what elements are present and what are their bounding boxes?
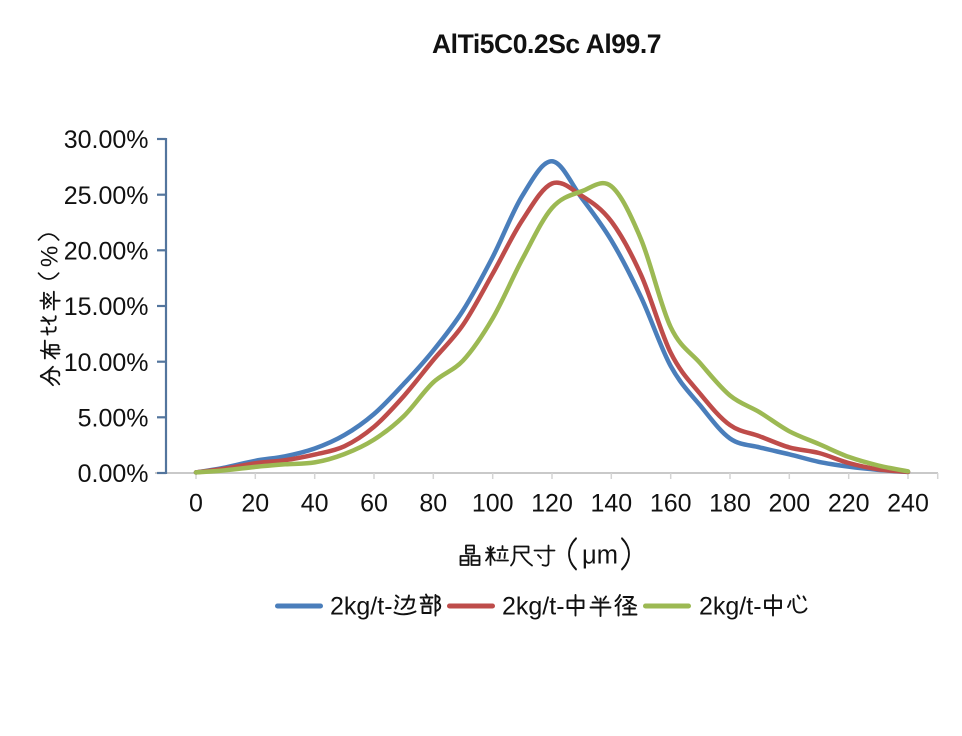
svg-text:20: 20	[241, 490, 269, 518]
svg-text:160: 160	[650, 490, 692, 518]
svg-text:5.00%: 5.00%	[78, 404, 149, 432]
svg-text:%: %	[37, 246, 64, 267]
svg-text:0: 0	[189, 490, 203, 518]
svg-text:60: 60	[360, 490, 388, 518]
svg-text:10.00%: 10.00%	[64, 349, 149, 377]
svg-text:AlTi5C0.2Sc Al99.7: AlTi5C0.2Sc Al99.7	[432, 29, 661, 59]
svg-text:40: 40	[301, 490, 329, 518]
svg-text:220: 220	[828, 490, 870, 518]
svg-text:30.00%: 30.00%	[64, 126, 149, 154]
svg-text:240: 240	[887, 490, 929, 518]
svg-text:120: 120	[531, 490, 573, 518]
svg-text:25.00%: 25.00%	[64, 182, 149, 210]
svg-text:2kg/t-: 2kg/t-	[502, 593, 565, 621]
svg-text:0.00%: 0.00%	[78, 460, 149, 488]
svg-text:2kg/t-: 2kg/t-	[330, 593, 393, 621]
svg-text:140: 140	[590, 490, 632, 518]
svg-text:100: 100	[472, 490, 514, 518]
svg-text:μm: μm	[582, 542, 618, 570]
svg-text:80: 80	[419, 490, 447, 518]
svg-text:15.00%: 15.00%	[64, 293, 149, 321]
svg-text:180: 180	[709, 490, 751, 518]
svg-text:200: 200	[768, 490, 810, 518]
svg-text:20.00%: 20.00%	[64, 237, 149, 265]
svg-text:2kg/t-: 2kg/t-	[699, 593, 762, 621]
